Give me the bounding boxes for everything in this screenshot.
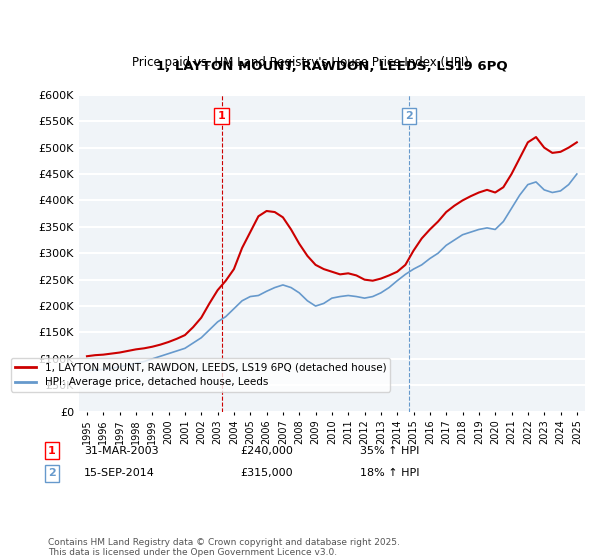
Title: 1, LAYTON MOUNT, RAWDON, LEEDS, LS19 6PQ: 1, LAYTON MOUNT, RAWDON, LEEDS, LS19 6PQ — [156, 60, 508, 73]
Text: 18% ↑ HPI: 18% ↑ HPI — [360, 468, 419, 478]
Text: 31-MAR-2003: 31-MAR-2003 — [84, 446, 158, 456]
Legend: 1, LAYTON MOUNT, RAWDON, LEEDS, LS19 6PQ (detached house), HPI: Average price, d: 1, LAYTON MOUNT, RAWDON, LEEDS, LS19 6PQ… — [11, 358, 391, 391]
Text: £240,000: £240,000 — [240, 446, 293, 456]
Text: 15-SEP-2014: 15-SEP-2014 — [84, 468, 155, 478]
Text: 2: 2 — [48, 468, 56, 478]
Text: 1: 1 — [218, 111, 226, 121]
Text: 1: 1 — [48, 446, 56, 456]
Text: £315,000: £315,000 — [240, 468, 293, 478]
Text: Price paid vs. HM Land Registry's House Price Index (HPI): Price paid vs. HM Land Registry's House … — [131, 56, 469, 69]
Text: 2: 2 — [405, 111, 413, 121]
Text: Contains HM Land Registry data © Crown copyright and database right 2025.
This d: Contains HM Land Registry data © Crown c… — [48, 538, 400, 557]
Text: 35% ↑ HPI: 35% ↑ HPI — [360, 446, 419, 456]
